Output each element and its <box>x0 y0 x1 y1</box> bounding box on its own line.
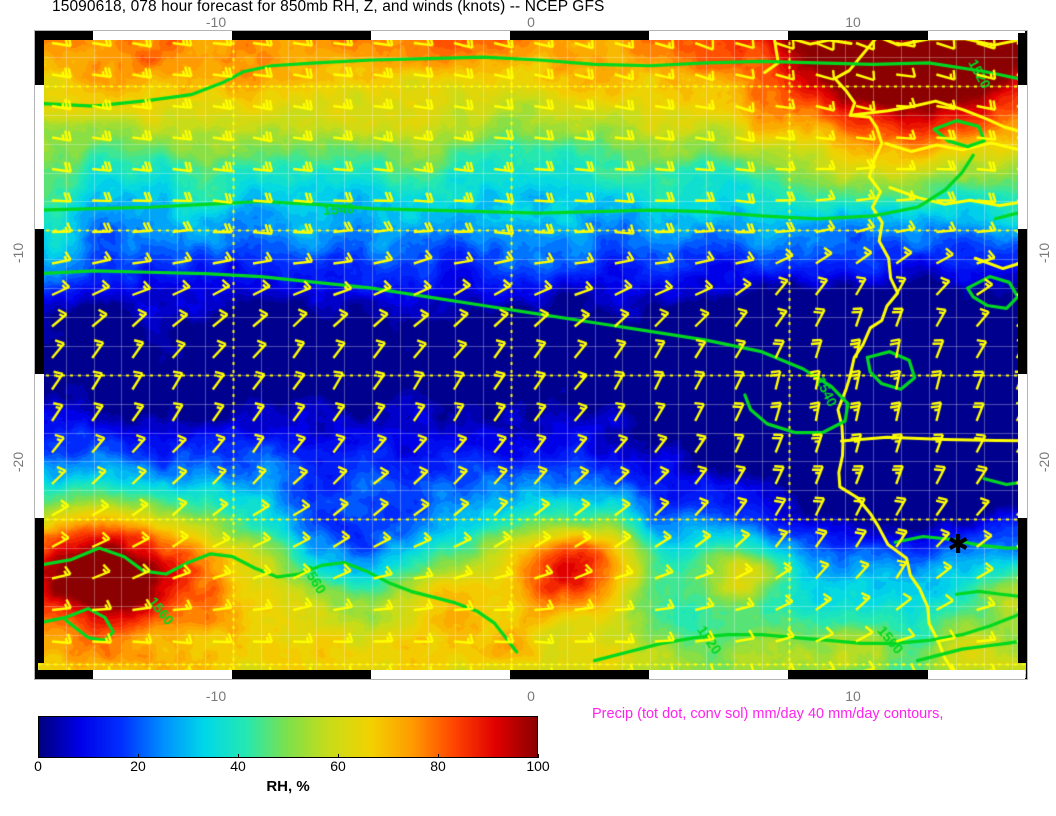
map-frame <box>34 30 1028 680</box>
colorbar-tick-label: 80 <box>430 758 446 774</box>
map-border-segment <box>37 31 93 40</box>
colorbar-tick-mark <box>38 754 39 758</box>
colorbar-tick-label: 100 <box>526 758 550 774</box>
y-axis-tick-label: -10 <box>10 242 26 264</box>
map-border-segment <box>788 31 928 40</box>
map-border-segment <box>510 31 650 40</box>
x-axis-tick-label: -10 <box>205 688 227 704</box>
colorbar-tick-label: 40 <box>230 758 246 774</box>
x-axis-tick-label: 10 <box>845 688 861 704</box>
colorbar-tick-label: 20 <box>130 758 146 774</box>
colorbar-tick-label: 0 <box>34 758 42 774</box>
y-axis-tick-label: -10 <box>1036 242 1052 264</box>
y-axis-tick-label: -20 <box>1036 451 1052 473</box>
map-border-segment <box>1018 33 1027 85</box>
map-border-segment <box>1018 518 1027 663</box>
map-border-segment <box>788 670 928 679</box>
colorbar-tick-mark <box>138 754 139 758</box>
map-border-segment <box>370 31 511 40</box>
map-border-segment <box>35 84 44 230</box>
colorbar-tick-label: 60 <box>330 758 346 774</box>
map-border-segment <box>92 670 232 679</box>
colorbar-tick-mark <box>338 754 339 758</box>
page-title: 15090618, 078 hour forecast for 850mb RH… <box>52 0 605 15</box>
colorbar-tick-mark <box>538 754 539 758</box>
map-border-segment <box>649 31 789 40</box>
map-border-segment <box>370 670 511 679</box>
map-border-segment <box>231 670 371 679</box>
colorbar-tick-mark <box>238 754 239 758</box>
map-border-segment <box>510 670 650 679</box>
colorbar <box>38 716 538 758</box>
map-border-segment <box>35 229 44 374</box>
map-border-segment <box>1018 84 1027 230</box>
y-axis-tick-label: -20 <box>10 451 26 473</box>
x-axis-tick-label: -10 <box>205 14 227 30</box>
x-axis-tick-label: 0 <box>527 14 535 30</box>
map-border-segment <box>649 670 789 679</box>
map-border-segment <box>35 33 44 85</box>
map-viewport[interactable] <box>38 34 1026 678</box>
map-border-segment <box>35 518 44 663</box>
colorbar-tick-mark <box>438 754 439 758</box>
map-border-segment <box>927 31 1025 40</box>
station-star-icon: ✱ <box>947 529 970 560</box>
map-border-segment <box>231 31 371 40</box>
x-axis-tick-label: 0 <box>527 688 535 704</box>
map-border-segment <box>927 670 1025 679</box>
map-border-segment <box>37 670 93 679</box>
map-border-segment <box>1018 229 1027 374</box>
map-border-segment <box>92 31 232 40</box>
map-border-segment <box>35 373 44 519</box>
x-axis-tick-label: 10 <box>845 14 861 30</box>
map-border-segment <box>1018 373 1027 519</box>
map-canvas[interactable] <box>38 34 1026 678</box>
precip-legend-label: Precip (tot dot, conv sol) mm/day 40 mm/… <box>592 706 944 722</box>
colorbar-label: RH, % <box>266 778 310 795</box>
